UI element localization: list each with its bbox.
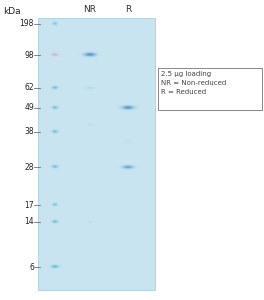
Text: 6: 6 <box>29 262 34 272</box>
Text: 198: 198 <box>20 20 34 28</box>
FancyBboxPatch shape <box>38 18 155 290</box>
Text: 2.5 μg loading
NR = Non-reduced
R = Reduced: 2.5 μg loading NR = Non-reduced R = Redu… <box>161 71 226 95</box>
Text: 17: 17 <box>24 200 34 209</box>
Text: kDa: kDa <box>3 7 21 16</box>
Text: 14: 14 <box>24 218 34 226</box>
Text: 62: 62 <box>24 83 34 92</box>
Text: 38: 38 <box>24 128 34 136</box>
Text: R: R <box>125 5 131 14</box>
Text: 28: 28 <box>25 163 34 172</box>
Text: NR: NR <box>83 5 97 14</box>
Text: 49: 49 <box>24 103 34 112</box>
Text: 98: 98 <box>24 50 34 59</box>
FancyBboxPatch shape <box>158 68 262 110</box>
